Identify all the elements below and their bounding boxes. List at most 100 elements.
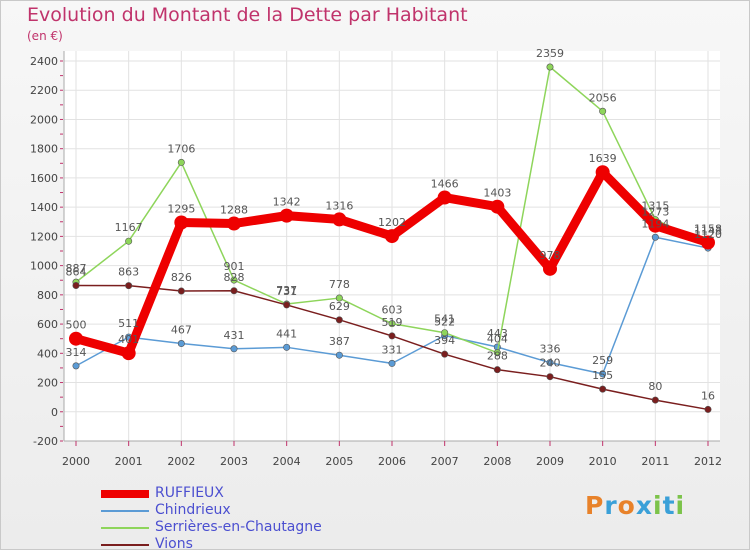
x-tick-label: 2002 xyxy=(167,455,195,468)
data-point xyxy=(174,215,189,230)
data-label: 441 xyxy=(276,327,297,340)
y-tick-label: 0 xyxy=(51,406,58,419)
legend-label: Serrières-en-Chautagne xyxy=(155,519,322,535)
logo-letter: o xyxy=(617,491,636,520)
x-tick-label: 2000 xyxy=(62,455,90,468)
data-point xyxy=(599,107,607,115)
x-tick-label: 2001 xyxy=(115,455,143,468)
data-point xyxy=(543,261,557,276)
data-point xyxy=(437,190,452,205)
data-point xyxy=(441,329,449,337)
proxiti-logo: Proxiti xyxy=(585,491,685,520)
data-point xyxy=(177,158,185,166)
data-label: 2359 xyxy=(536,47,564,60)
data-point xyxy=(177,287,185,295)
y-tick-label: -200 xyxy=(33,435,58,448)
legend-label: RUFFIEUX xyxy=(155,485,224,501)
legend-swatch xyxy=(101,526,149,529)
data-label: 887 xyxy=(66,262,87,275)
logo-letter: i xyxy=(653,491,663,520)
x-tick-label: 2007 xyxy=(431,455,459,468)
data-label: 1639 xyxy=(589,152,617,165)
data-point xyxy=(546,373,554,381)
logo-letter: t xyxy=(662,491,676,520)
chart-title: Evolution du Montant de la Dette par Hab… xyxy=(27,4,468,26)
x-tick-label: 2010 xyxy=(589,455,617,468)
legend-item: Chindrieux xyxy=(101,502,322,519)
data-label: 2056 xyxy=(589,91,617,104)
x-tick-label: 2003 xyxy=(220,455,248,468)
data-label: 331 xyxy=(382,343,403,356)
data-label: 864 xyxy=(66,265,87,278)
data-label: 522 xyxy=(434,315,455,328)
data-point xyxy=(335,351,343,359)
data-label: 901 xyxy=(224,260,245,273)
logo-letter: r xyxy=(604,491,618,520)
data-point xyxy=(230,276,238,284)
data-point xyxy=(72,281,80,289)
data-label: 1194 xyxy=(641,217,669,230)
data-point xyxy=(227,216,241,231)
y-tick-label: 800 xyxy=(37,289,58,302)
data-point xyxy=(121,346,136,361)
data-point xyxy=(493,366,501,374)
data-point xyxy=(704,405,712,413)
data-point xyxy=(230,287,238,295)
data-label: 629 xyxy=(329,300,350,313)
x-tick-label: 2012 xyxy=(694,455,722,468)
y-tick-label: 400 xyxy=(37,347,58,360)
y-tick-label: 1800 xyxy=(30,143,58,156)
legend-label: Vions xyxy=(155,536,193,552)
data-label: 1167 xyxy=(115,221,143,234)
data-label: 1466 xyxy=(431,178,459,191)
data-point xyxy=(125,237,133,245)
data-label: 394 xyxy=(434,334,455,347)
data-label: 778 xyxy=(329,278,350,291)
data-point xyxy=(388,320,396,328)
data-label: 541 xyxy=(434,313,455,326)
legend-label: Chindrieux xyxy=(155,502,231,518)
data-label: 401 xyxy=(118,333,139,346)
y-tick-label: 600 xyxy=(37,318,58,331)
y-tick-label: 1200 xyxy=(30,230,58,243)
data-label: 511 xyxy=(118,317,139,330)
data-point xyxy=(546,63,554,71)
logo-letter: i xyxy=(675,491,686,520)
y-tick-label: 1400 xyxy=(30,201,58,214)
y-tick-label: 2000 xyxy=(30,113,58,126)
x-tick-label: 2011 xyxy=(641,455,669,468)
data-label: 1316 xyxy=(325,199,353,212)
y-tick-label: 1000 xyxy=(30,260,58,273)
x-tick-label: 2008 xyxy=(483,455,511,468)
data-label: 1158 xyxy=(694,223,722,236)
y-tick-label: 2400 xyxy=(30,55,58,68)
data-label: 467 xyxy=(171,324,192,337)
data-point xyxy=(335,316,343,324)
data-label: 731 xyxy=(276,285,297,298)
data-label: 443 xyxy=(487,327,508,340)
data-point xyxy=(283,343,291,351)
data-label: 1315 xyxy=(641,200,669,213)
data-label: 1403 xyxy=(483,187,511,200)
x-tick-label: 2004 xyxy=(273,455,301,468)
chart-legend: RUFFIEUX Chindrieux Serrières-en-Chautagne… xyxy=(101,485,322,553)
data-point xyxy=(230,345,238,353)
data-label: 519 xyxy=(382,316,403,329)
logo-letter: x xyxy=(635,491,653,520)
data-label: 1143 xyxy=(694,225,722,238)
data-point xyxy=(595,165,610,180)
x-tick-label: 2006 xyxy=(378,455,406,468)
data-label: 1295 xyxy=(167,203,195,216)
data-label: 978 xyxy=(540,249,561,262)
data-label: 828 xyxy=(224,271,245,284)
data-label: 431 xyxy=(224,329,245,342)
data-label: 288 xyxy=(487,350,508,363)
data-label: 16 xyxy=(701,389,715,402)
data-label: 336 xyxy=(540,343,561,356)
data-point xyxy=(69,331,83,346)
data-label: 314 xyxy=(66,346,87,359)
data-point xyxy=(546,359,554,367)
data-label: 1342 xyxy=(273,196,301,209)
data-point xyxy=(648,218,663,233)
